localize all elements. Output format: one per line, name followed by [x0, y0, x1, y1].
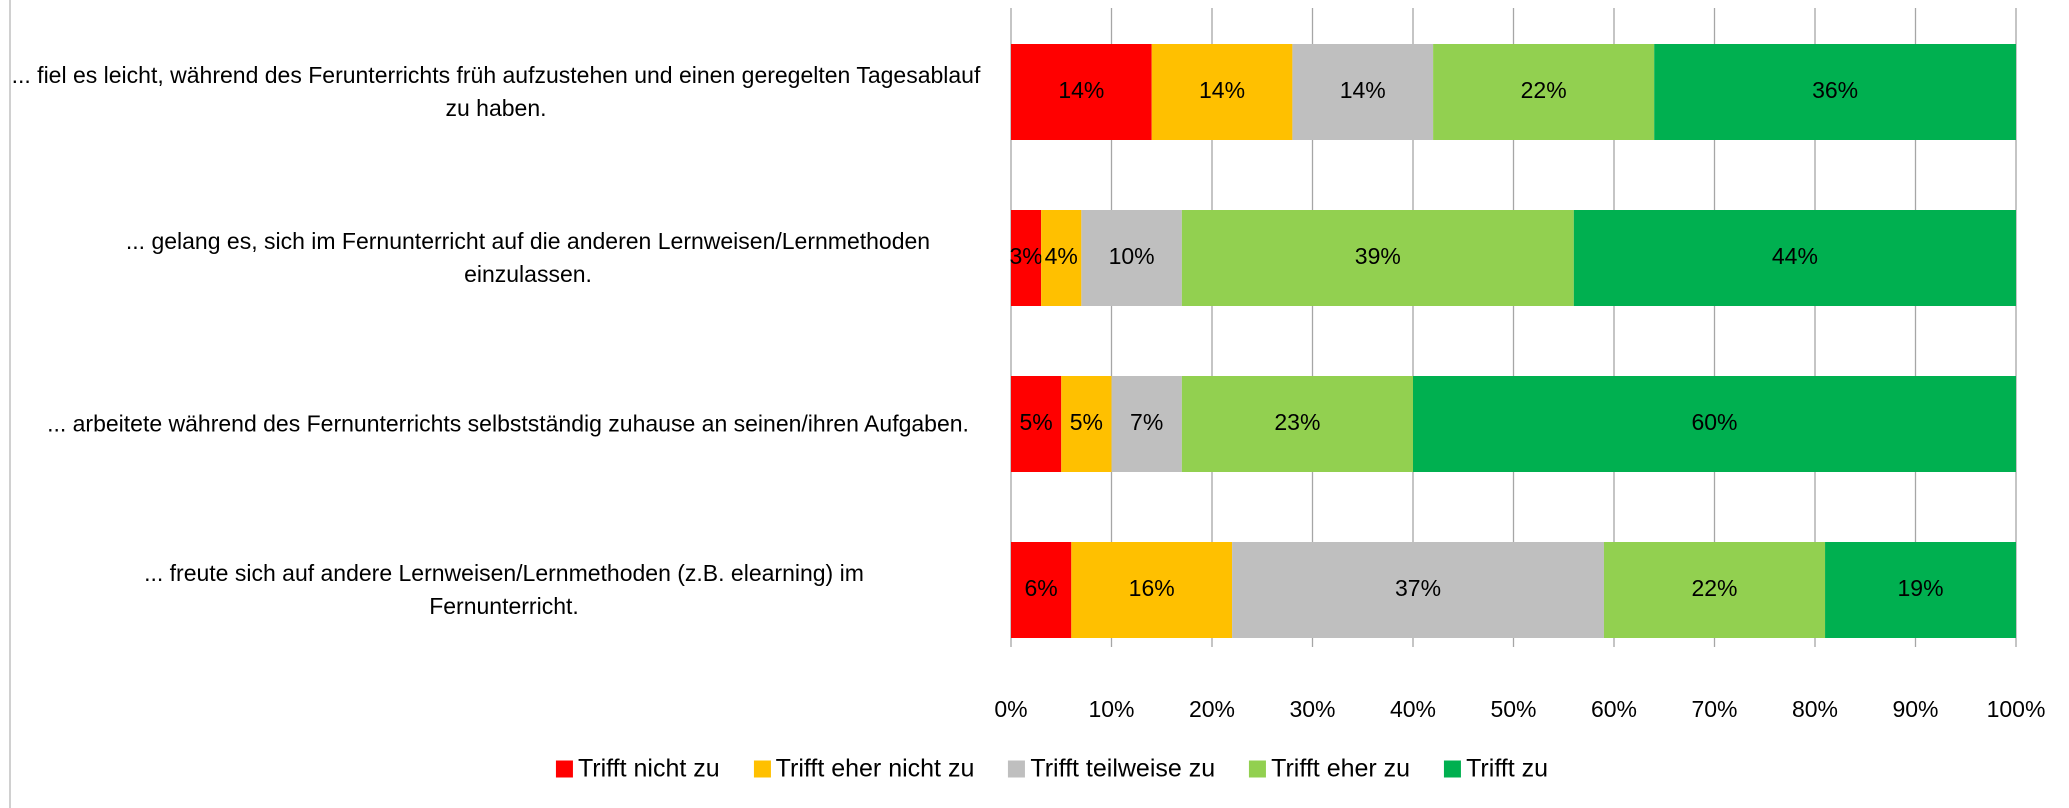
- bar-segment: [1603, 542, 1826, 638]
- data-label: 19%: [1898, 575, 1944, 601]
- bar-segment: [1181, 376, 1413, 472]
- x-tick-label: 40%: [1390, 696, 1436, 722]
- bar-segment: [1061, 376, 1112, 472]
- bar-segment: [1081, 210, 1182, 306]
- data-label: 14%: [1199, 77, 1245, 103]
- data-label: 5%: [1070, 409, 1103, 435]
- legend-label: Trifft teilweise zu: [1030, 754, 1216, 783]
- x-tick-label: 80%: [1792, 696, 1838, 722]
- data-label: 14%: [1340, 77, 1386, 103]
- x-tick-label: 100%: [1987, 696, 2046, 722]
- data-label: 23%: [1274, 409, 1320, 435]
- legend-swatch: [555, 760, 573, 778]
- x-tick-label: 70%: [1691, 696, 1737, 722]
- x-tick-label: 50%: [1490, 696, 1536, 722]
- category-label: ... fiel es leicht, während des Ferunter…: [11, 62, 981, 121]
- legend-swatch: [1249, 760, 1267, 778]
- bar-segment: [1292, 44, 1434, 140]
- data-label: 44%: [1772, 243, 1818, 269]
- data-label: 22%: [1521, 77, 1567, 103]
- data-label: 22%: [1691, 575, 1737, 601]
- data-label: 39%: [1355, 243, 1401, 269]
- x-tick-label: 20%: [1189, 696, 1235, 722]
- x-tick-label: 30%: [1289, 696, 1335, 722]
- legend-swatch: [1444, 760, 1462, 778]
- legend-swatch: [753, 760, 771, 778]
- legend-swatch: [1008, 760, 1026, 778]
- bar-segment: [1041, 210, 1082, 306]
- bar-segment: [1011, 44, 1152, 140]
- bar-segment: [1071, 542, 1233, 638]
- legend-label: Trifft eher nicht zu: [775, 754, 975, 783]
- data-label: 37%: [1395, 575, 1441, 601]
- data-label: 60%: [1691, 409, 1737, 435]
- bar-segment: [1011, 542, 1072, 638]
- legend-item: Trifft nicht zu: [555, 754, 720, 784]
- data-label: 6%: [1025, 575, 1058, 601]
- bar-segment: [1433, 44, 1655, 140]
- legend-item: Trifft zu: [1444, 755, 1548, 784]
- x-tick-label: 90%: [1892, 696, 1938, 722]
- legend: Trifft nicht zu Trifft eher nicht zu Triff…: [555, 754, 1548, 784]
- data-label: 36%: [1812, 77, 1858, 103]
- bar-segment: [1181, 210, 1574, 306]
- category-label: ... arbeitete während des Fernunterricht…: [47, 410, 969, 437]
- bar-segment: [1011, 210, 1042, 306]
- data-label: 16%: [1129, 575, 1175, 601]
- x-tick-label: 10%: [1088, 696, 1134, 722]
- legend-item: Trifft teilweise zu: [1008, 755, 1215, 784]
- legend-item: Trifft eher nicht zu: [753, 754, 975, 784]
- legend-label: Trifft zu: [1466, 754, 1549, 783]
- data-label: 5%: [1020, 409, 1053, 435]
- data-label: 14%: [1058, 77, 1104, 103]
- legend-label: Trifft eher zu: [1271, 754, 1411, 783]
- bar-segment: [1654, 44, 2016, 140]
- data-label: 7%: [1130, 409, 1163, 435]
- category-label: ... gelang es, sich im Fernunterricht au…: [125, 228, 931, 287]
- bar-segment: [1011, 376, 1062, 472]
- bar-segment: [1825, 542, 2016, 638]
- bar-segment: [1111, 376, 1182, 472]
- legend-label: Trifft nicht zu: [577, 754, 720, 783]
- bar-segment: [1573, 210, 2016, 306]
- data-label: 10%: [1109, 243, 1155, 269]
- bar-segment: [1413, 376, 2016, 472]
- bar-segment: [1232, 542, 1604, 638]
- data-label: 3%: [1009, 243, 1042, 269]
- x-tick-label: 60%: [1591, 696, 1637, 722]
- x-tick-label: 0%: [994, 696, 1027, 722]
- category-label: ... freute sich auf andere Lernweisen/Le…: [144, 560, 864, 619]
- data-label: 4%: [1045, 243, 1078, 269]
- legend-item: Trifft eher zu: [1249, 755, 1410, 784]
- bar-segment: [1151, 44, 1293, 140]
